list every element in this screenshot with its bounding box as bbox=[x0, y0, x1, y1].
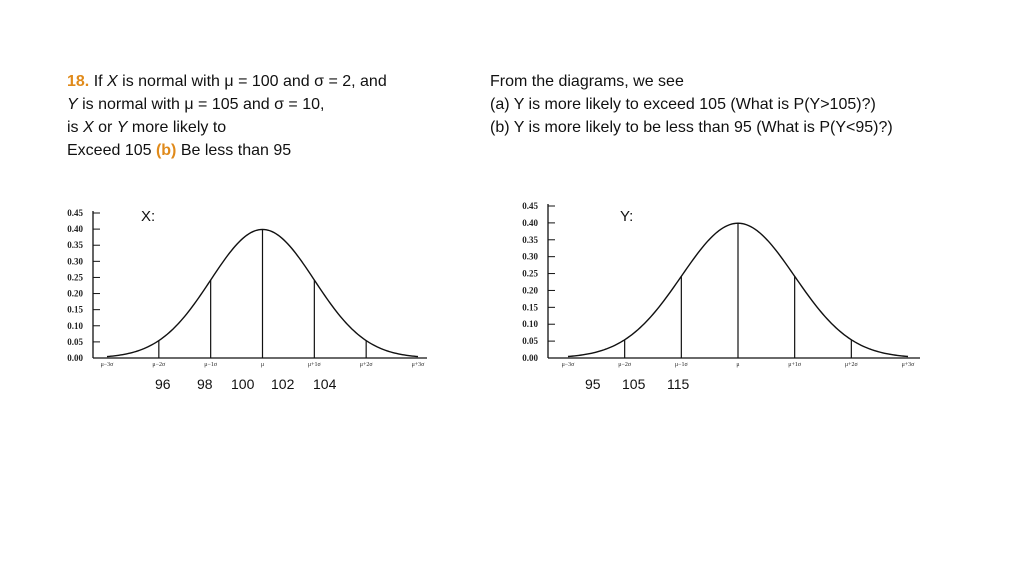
x-tick-label: μ bbox=[261, 362, 264, 368]
x-tick-label: μ−3σ bbox=[101, 362, 115, 368]
x-tick-label: μ+3σ bbox=[412, 362, 426, 368]
y-tick-label: 0.35 bbox=[67, 240, 83, 250]
x-tick-label: μ bbox=[736, 362, 739, 368]
answer-line-2: (a) Y is more likely to exceed 105 (What… bbox=[490, 96, 876, 113]
x-tick-label: μ+1σ bbox=[788, 362, 802, 368]
question-text: 18. If X is normal with μ = 100 and σ = … bbox=[67, 70, 387, 162]
answer-text: From the diagrams, we see (a) Y is more … bbox=[490, 70, 893, 139]
y-tick-label: 0.35 bbox=[522, 235, 538, 245]
normal-curve-x-chart: 0.00 0.05 0.10 0.15 0.20 0.25 0.30 0.35 0.40 0.45… bbox=[55, 205, 435, 375]
answer-line-1: From the diagrams, we see bbox=[490, 73, 684, 90]
y-value-95: 95 bbox=[585, 376, 601, 392]
x-value-100: 100 bbox=[231, 376, 255, 392]
y-value-115: 115 bbox=[667, 376, 690, 392]
y-tick-label: 0.00 bbox=[522, 353, 538, 363]
question-line-1: 18. If X is normal with μ = 100 and σ = … bbox=[67, 73, 387, 90]
plot-label-x: X: bbox=[141, 208, 156, 225]
normal-curve-y-chart: 0.00 0.05 0.10 0.15 0.20 0.25 0.30 0.35 0.40 0.45… bbox=[508, 198, 928, 373]
question-line-4: Exceed 105 (b) Be less than 95 bbox=[67, 142, 292, 159]
x-value-96: 96 bbox=[155, 376, 171, 392]
normal-curve-x-svg: 0.00 0.05 0.10 0.15 0.20 0.25 0.30 0.35 0.40 0.45… bbox=[67, 208, 427, 368]
normal-curve bbox=[106, 228, 419, 358]
y-tick-label: 0.15 bbox=[67, 305, 83, 315]
y-tick-label: 0.20 bbox=[522, 285, 538, 295]
x-tick-label: μ+2σ bbox=[845, 362, 859, 368]
y-value-105: 105 bbox=[622, 376, 646, 392]
y-tick-label: 0.15 bbox=[522, 302, 538, 312]
answer-line-3: (b) Y is more likely to be less than 95 … bbox=[490, 119, 893, 136]
x-value-98: 98 bbox=[197, 376, 213, 392]
x-tick-label: μ−1σ bbox=[204, 362, 218, 368]
y-tick-label: 0.20 bbox=[67, 289, 83, 299]
y-tick-label: 0.00 bbox=[67, 353, 83, 363]
x-value-104: 104 bbox=[313, 376, 337, 392]
x-tick-label: μ+2σ bbox=[360, 362, 374, 368]
x-tick-label: μ+1σ bbox=[308, 362, 322, 368]
x-tick-label: μ−1σ bbox=[675, 362, 689, 368]
x-tick-label: μ+3σ bbox=[902, 362, 916, 368]
y-tick-label: 0.40 bbox=[522, 218, 538, 228]
question-line-2: Y is normal with μ = 105 and σ = 10, bbox=[67, 96, 325, 113]
y-tick-label: 0.40 bbox=[67, 224, 83, 234]
y-tick-label: 0.05 bbox=[67, 337, 83, 347]
y-tick-label: 0.45 bbox=[67, 208, 83, 218]
y-tick-label: 0.25 bbox=[67, 272, 83, 282]
y-tick-label: 0.30 bbox=[522, 252, 538, 262]
x-tick-label: μ−2σ bbox=[152, 362, 166, 368]
y-tick-label: 0.45 bbox=[522, 201, 538, 211]
x-tick-label: μ−2σ bbox=[618, 362, 632, 368]
y-tick-label: 0.10 bbox=[67, 321, 83, 331]
normal-curve-y-svg: 0.00 0.05 0.10 0.15 0.20 0.25 0.30 0.35 0.40 0.45… bbox=[522, 201, 920, 368]
plot-label-y: Y: bbox=[620, 208, 634, 225]
x-value-102: 102 bbox=[271, 376, 295, 392]
question-number: 18. bbox=[67, 73, 90, 90]
y-tick-label: 0.30 bbox=[67, 256, 83, 266]
question-line-3: is X or Y more likely to bbox=[67, 119, 227, 136]
x-tick-label: μ−3σ bbox=[562, 362, 576, 368]
y-tick-label: 0.10 bbox=[522, 319, 538, 329]
y-tick-label: 0.05 bbox=[522, 336, 538, 346]
y-tick-label: 0.25 bbox=[522, 269, 538, 279]
part-b-marker: (b) bbox=[155, 142, 177, 159]
